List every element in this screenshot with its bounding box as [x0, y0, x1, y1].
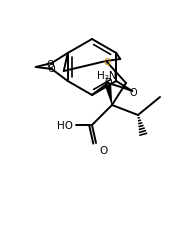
Polygon shape: [105, 85, 112, 106]
Text: O: O: [48, 64, 56, 74]
Text: O: O: [129, 88, 137, 98]
Text: O: O: [104, 78, 112, 88]
Text: Q: Q: [103, 57, 111, 66]
Text: O: O: [47, 60, 55, 70]
Text: O: O: [99, 145, 107, 155]
Text: H₂N: H₂N: [97, 71, 117, 81]
Text: HO: HO: [57, 120, 73, 131]
